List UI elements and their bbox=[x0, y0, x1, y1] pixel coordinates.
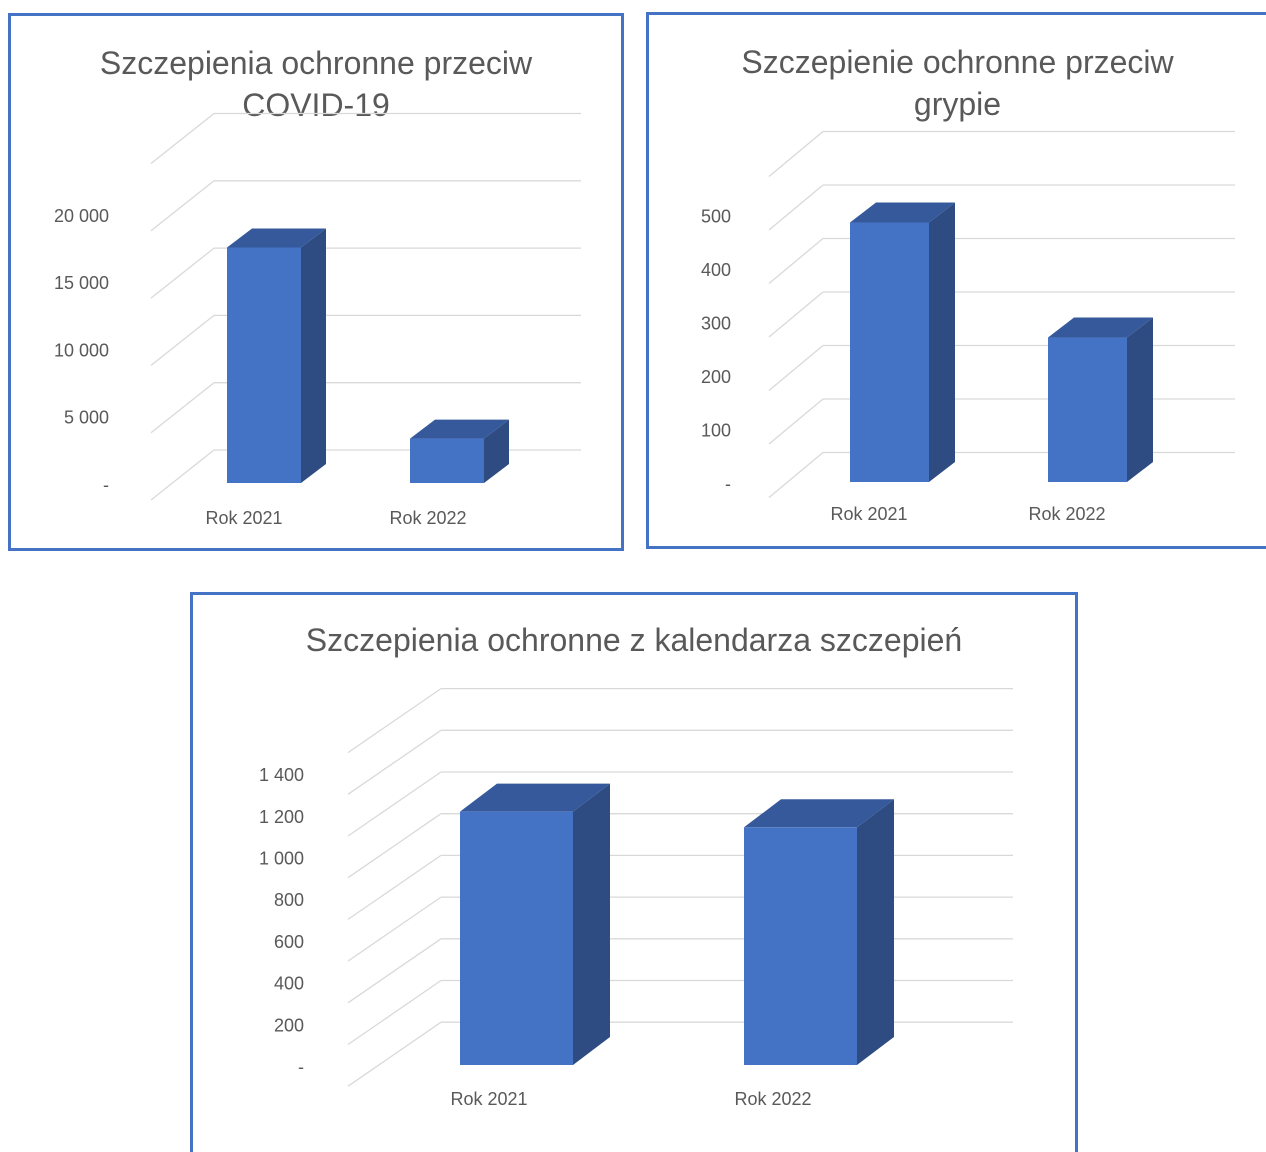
x-category-label: Rok 2022 bbox=[734, 1089, 811, 1109]
y-tick-label: - bbox=[103, 475, 109, 495]
gridline-floor bbox=[347, 896, 442, 962]
y-tick-label: 600 bbox=[274, 932, 304, 952]
gridline-floor bbox=[347, 688, 442, 754]
y-tick-label: 400 bbox=[274, 974, 304, 994]
gridline-floor bbox=[347, 854, 442, 920]
gridline-floor bbox=[347, 729, 442, 795]
gridline-floor bbox=[768, 291, 824, 338]
bar bbox=[460, 783, 610, 1065]
y-tick-label: 400 bbox=[701, 260, 731, 280]
y-tick-label: 500 bbox=[701, 207, 731, 227]
y-tick-label: 100 bbox=[701, 421, 731, 441]
bar bbox=[1048, 317, 1153, 482]
bar-front bbox=[744, 827, 857, 1065]
bar bbox=[744, 799, 894, 1065]
y-tick-label: 1 200 bbox=[259, 807, 304, 827]
bar-top bbox=[850, 202, 955, 223]
bar-front bbox=[410, 438, 484, 483]
gridline-floor bbox=[347, 979, 442, 1046]
gridline-floor bbox=[150, 382, 215, 434]
bar-top bbox=[744, 799, 894, 828]
gridline-floor bbox=[768, 452, 824, 498]
flu-chart-panel: Szczepienie ochronne przeciw grypie - 100… bbox=[646, 12, 1266, 549]
bar-side bbox=[929, 202, 955, 482]
y-tick-label: 200 bbox=[701, 367, 731, 387]
gridline-floor bbox=[150, 449, 215, 501]
chart-title: Szczepienie ochronne przeciw grypie bbox=[649, 41, 1266, 125]
x-category-label: Rok 2022 bbox=[1028, 504, 1105, 524]
chart-title: Szczepienia ochronne z kalendarza szczep… bbox=[193, 619, 1075, 661]
y-tick-label: 20 000 bbox=[54, 206, 109, 226]
gridlines bbox=[150, 112, 581, 501]
flu-chart-plot: - 100 200 300 400 500 Rok 2021 Rok 2022 bbox=[701, 130, 1235, 524]
gridline-floor bbox=[347, 1021, 442, 1087]
chart-title-line-1: Szczepienie ochronne przeciw bbox=[741, 44, 1174, 80]
gridlines bbox=[347, 687, 1013, 1087]
bar-top bbox=[410, 419, 509, 439]
gridline-floor bbox=[768, 131, 824, 177]
chart-title-line-1: Szczepienia ochronne przeciw bbox=[99, 45, 533, 81]
bar-front bbox=[460, 811, 573, 1065]
gridline-floor bbox=[150, 180, 215, 232]
gridline-floor bbox=[150, 314, 215, 366]
chart-title-line-1: Szczepienia ochronne z kalendarza szczep… bbox=[305, 622, 963, 658]
bar-front bbox=[850, 222, 929, 482]
y-tick-label: 10 000 bbox=[54, 340, 109, 360]
gridline-floor bbox=[347, 938, 442, 1004]
y-tick-label: 15 000 bbox=[54, 273, 109, 293]
bar-top bbox=[460, 783, 610, 812]
gridline-floor bbox=[768, 184, 824, 231]
calendar-chart-plot: - 200 400 600 800 1 000 1 200 1 400 Rok 2021 Rok … bbox=[259, 687, 1013, 1109]
y-tick-label: 5 000 bbox=[64, 408, 109, 428]
bar-top bbox=[1048, 317, 1153, 338]
chart-title-line-2: grypie bbox=[913, 86, 1002, 122]
gridline-floor bbox=[768, 238, 824, 284]
chart-title-line-2: COVID-19 bbox=[242, 87, 390, 123]
gridline-floor bbox=[150, 112, 215, 165]
gridline-floor bbox=[150, 247, 215, 299]
y-tick-label: 1 000 bbox=[259, 849, 304, 869]
y-tick-label: 200 bbox=[274, 1015, 304, 1035]
bar-front bbox=[1048, 337, 1127, 482]
bar-top bbox=[227, 228, 326, 248]
bar-side bbox=[573, 783, 610, 1065]
covid-chart-panel: Szczepienia ochronne przeciw COVID-19 - 5… bbox=[8, 13, 624, 551]
bar bbox=[850, 202, 955, 482]
x-category-label: Rok 2021 bbox=[830, 504, 907, 524]
y-tick-label: 1 400 bbox=[259, 765, 304, 785]
y-tick-label: - bbox=[725, 474, 731, 494]
gridline-floor bbox=[768, 345, 824, 391]
x-category-label: Rok 2022 bbox=[389, 508, 466, 528]
bar-side bbox=[1127, 317, 1153, 482]
bar bbox=[227, 228, 326, 483]
x-category-label: Rok 2021 bbox=[450, 1089, 527, 1109]
bar bbox=[410, 419, 509, 483]
gridline-floor bbox=[347, 771, 442, 837]
x-category-label: Rok 2021 bbox=[205, 508, 282, 528]
covid-chart-plot: - 5 000 10 000 15 000 20 000 Rok 2021 Rok 2022 bbox=[54, 112, 581, 528]
gridline-floor bbox=[768, 398, 824, 445]
bar-side bbox=[484, 419, 509, 483]
bar-side bbox=[301, 228, 326, 483]
y-tick-label: 300 bbox=[701, 314, 731, 334]
chart-title: Szczepienia ochronne przeciw COVID-19 bbox=[11, 42, 621, 126]
y-tick-label: 800 bbox=[274, 890, 304, 910]
bar-side bbox=[857, 799, 894, 1065]
y-tick-label: - bbox=[298, 1057, 304, 1077]
bar-front bbox=[227, 247, 301, 483]
gridline-floor bbox=[347, 813, 442, 879]
gridlines bbox=[768, 130, 1235, 498]
calendar-chart-panel: Szczepienia ochronne z kalendarza szczep… bbox=[190, 592, 1078, 1152]
